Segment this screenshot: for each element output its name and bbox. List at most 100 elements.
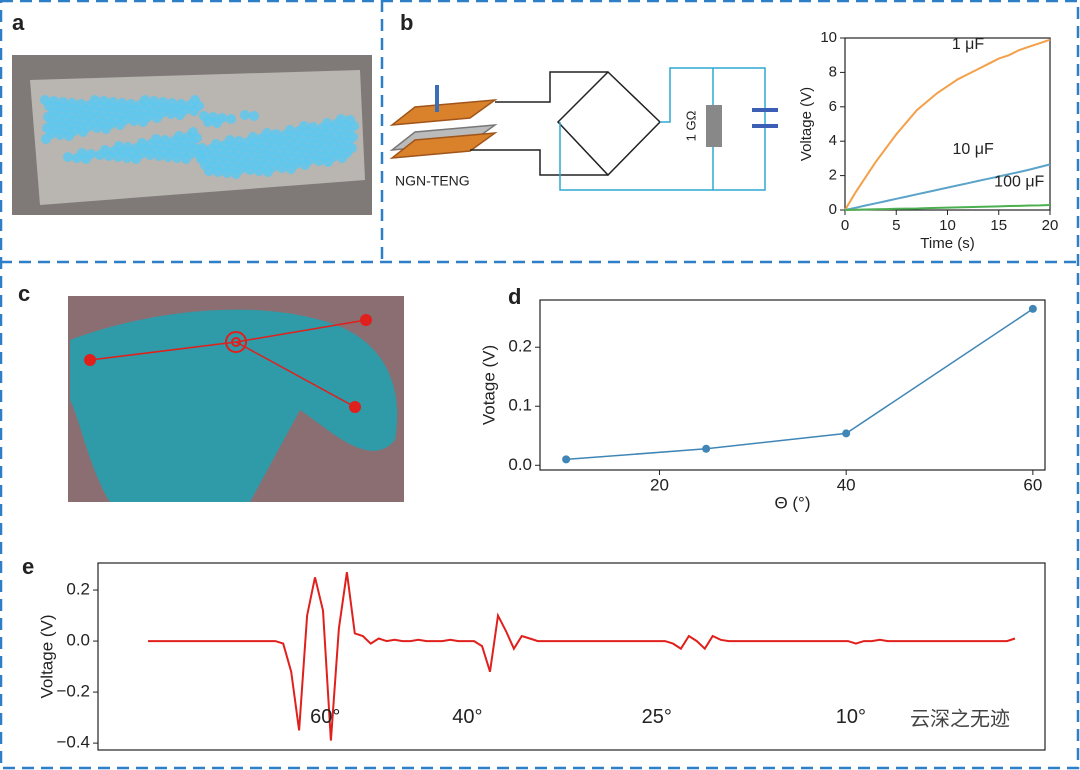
led xyxy=(152,113,162,123)
panel-label: d xyxy=(508,284,521,309)
x-tick-label: 15 xyxy=(990,217,1007,234)
panel-label: a xyxy=(12,10,25,35)
series-line xyxy=(844,204,1051,211)
y-tick-label: 2 xyxy=(829,167,837,184)
y-tick-label: 4 xyxy=(829,132,837,149)
annotation: 10° xyxy=(836,706,866,728)
plot-frame xyxy=(539,299,1046,471)
x-tick-label: 60 xyxy=(1023,475,1042,494)
led xyxy=(254,166,264,176)
series-line xyxy=(844,163,1051,211)
annotation: 40° xyxy=(452,706,482,728)
series-label: 1 μF xyxy=(952,36,985,53)
marker xyxy=(842,429,851,438)
series-line xyxy=(844,38,1051,211)
plot-frame xyxy=(97,562,1046,751)
led xyxy=(92,123,102,133)
led xyxy=(172,153,182,163)
y-tick-label: 0.2 xyxy=(508,337,532,356)
led xyxy=(204,166,214,176)
led xyxy=(245,165,255,175)
led xyxy=(323,157,333,167)
device-label: NGN-TENG xyxy=(395,173,470,189)
y-axis-label: Voltage (V) xyxy=(37,614,56,698)
series-line xyxy=(566,308,1034,461)
led xyxy=(41,134,51,144)
led xyxy=(163,152,173,162)
series-label: 100 μF xyxy=(994,174,1044,191)
y-tick-label: 6 xyxy=(829,98,837,115)
x-tick-label: 40 xyxy=(837,475,856,494)
y-tick-label: −0.2 xyxy=(56,682,90,701)
panel-label: e xyxy=(22,554,34,579)
led xyxy=(131,154,141,164)
led xyxy=(181,154,191,164)
y-tick-label: 0.2 xyxy=(66,580,90,599)
series-label: 10 μF xyxy=(953,141,994,158)
y-tick-label: 0.0 xyxy=(66,631,90,650)
watermark: 云深之无迹 xyxy=(910,707,1010,730)
led xyxy=(249,111,259,121)
led xyxy=(300,160,310,170)
led xyxy=(314,156,324,166)
marker xyxy=(1028,304,1037,313)
y-tick-label: 0 xyxy=(829,201,837,218)
led xyxy=(104,151,114,161)
y-tick-label: 10 xyxy=(820,29,837,46)
series-line xyxy=(148,572,1016,741)
y-axis-label: Voltage (V) xyxy=(798,87,815,161)
panel-label: b xyxy=(400,10,413,35)
annotation: 25° xyxy=(642,706,672,728)
led xyxy=(222,168,232,178)
y-axis-label: Votage (V) xyxy=(479,345,498,425)
led xyxy=(189,106,199,116)
x-axis-label: Time (s) xyxy=(920,235,974,252)
x-tick-label: 20 xyxy=(650,475,669,494)
led xyxy=(113,152,123,162)
led xyxy=(231,169,241,179)
led xyxy=(55,130,65,140)
y-tick-label: 0.1 xyxy=(508,396,532,415)
led xyxy=(138,117,148,127)
marker xyxy=(702,444,711,453)
led xyxy=(337,153,347,163)
y-tick-label: −0.4 xyxy=(56,733,90,752)
y-tick-label: 8 xyxy=(829,63,837,80)
marker xyxy=(562,455,571,464)
led xyxy=(63,152,73,162)
led xyxy=(145,150,155,160)
led xyxy=(95,150,105,160)
led xyxy=(64,131,74,141)
led xyxy=(101,124,111,134)
led xyxy=(240,110,250,120)
led xyxy=(78,127,88,137)
x-tick-label: 10 xyxy=(939,217,956,234)
circuit xyxy=(389,67,778,191)
led xyxy=(129,116,139,126)
led xyxy=(154,151,164,161)
led xyxy=(115,120,125,130)
led xyxy=(212,118,222,128)
led xyxy=(203,117,213,127)
led xyxy=(286,164,296,174)
annotation: 60° xyxy=(310,706,340,728)
led xyxy=(72,153,82,163)
led xyxy=(166,109,176,119)
led xyxy=(277,163,287,173)
x-tick-label: 5 xyxy=(892,217,900,234)
x-tick-label: 0 xyxy=(841,217,849,234)
panel-label: c xyxy=(18,281,30,306)
x-axis-label: Θ (°) xyxy=(774,493,810,512)
photo-a xyxy=(12,55,372,215)
led xyxy=(81,154,91,164)
led xyxy=(175,110,185,120)
y-tick-label: 0.0 xyxy=(508,455,532,474)
led xyxy=(213,167,223,177)
led xyxy=(195,150,205,160)
led xyxy=(263,167,273,177)
led xyxy=(226,114,236,124)
resistor-label: 1 GΩ xyxy=(683,110,698,141)
led xyxy=(122,153,132,163)
